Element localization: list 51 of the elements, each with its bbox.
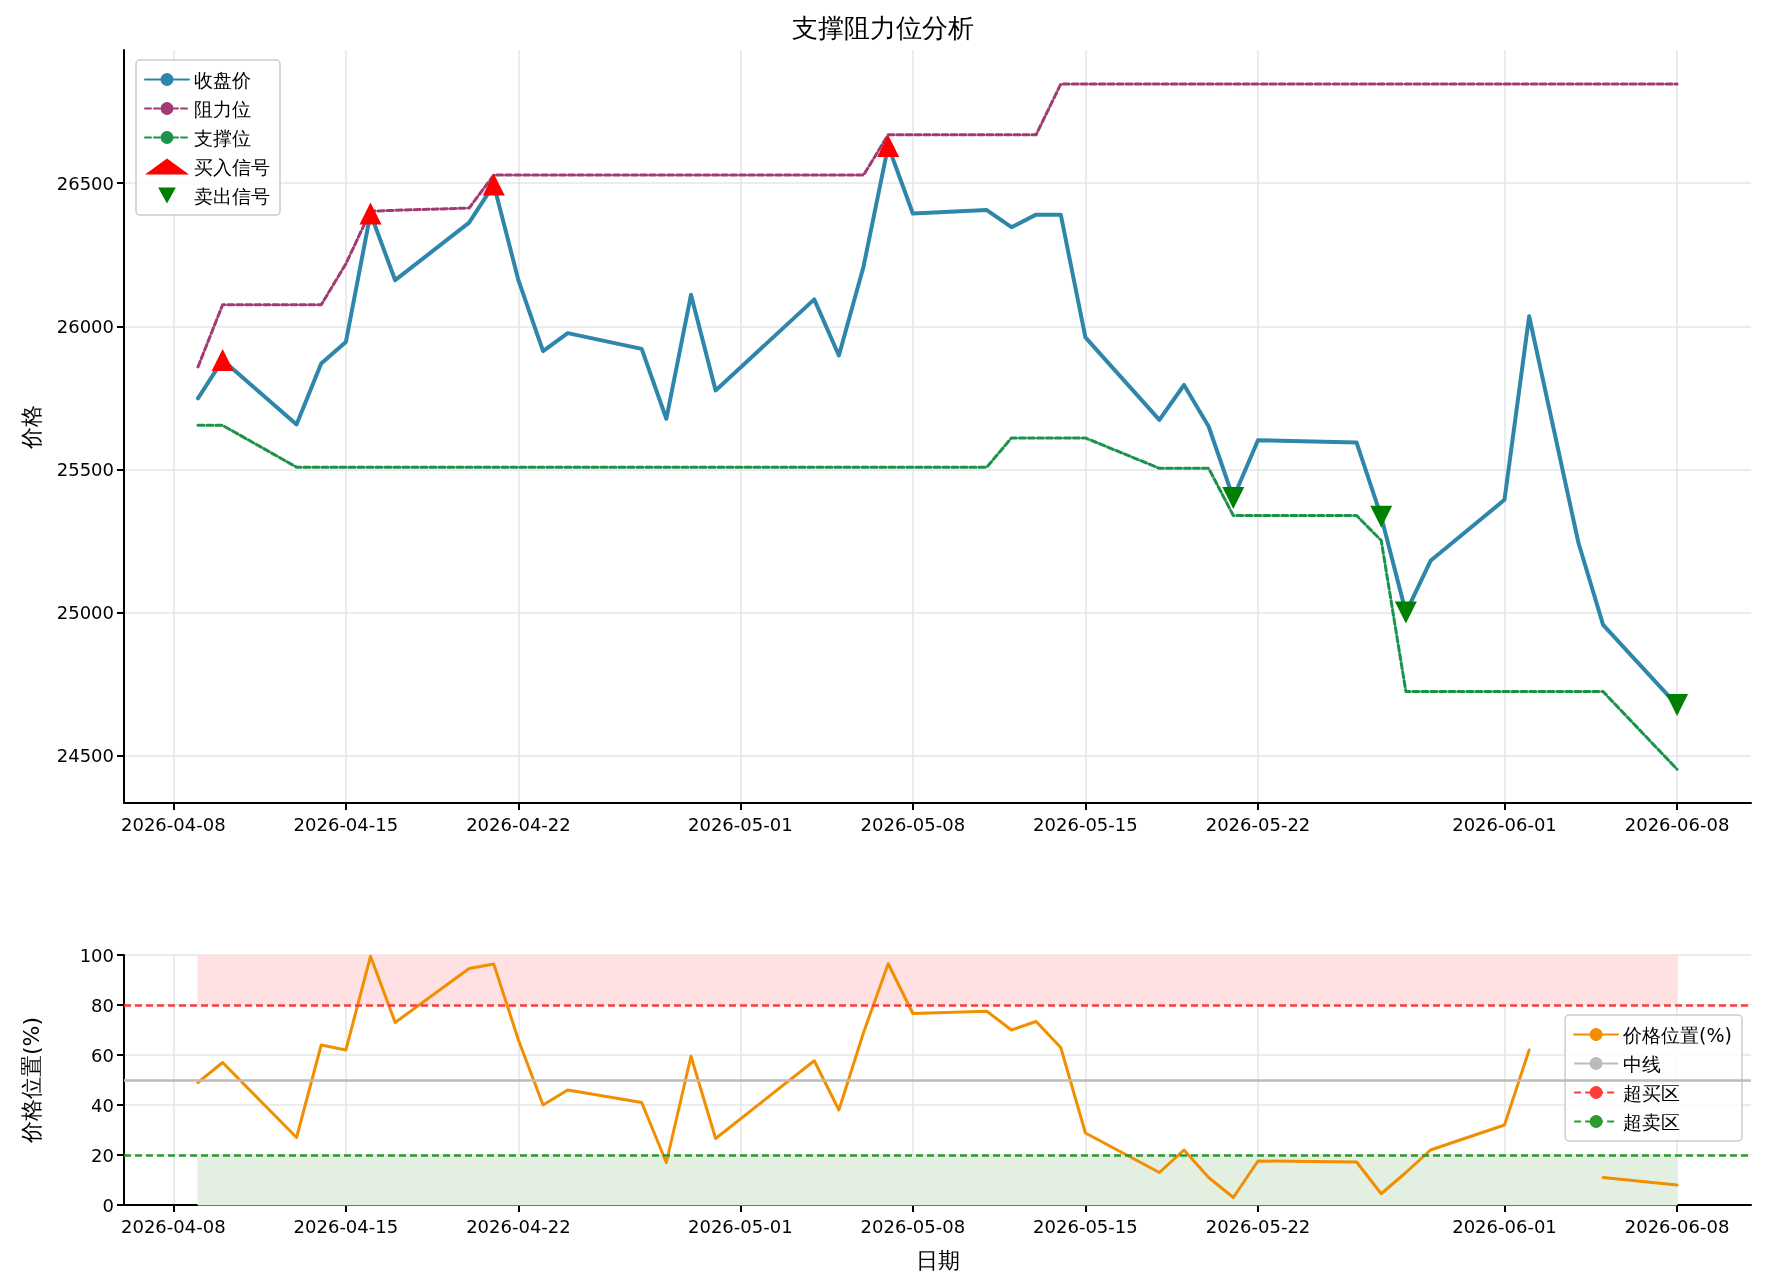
x-tick-label: 2026-06-01 <box>1452 813 1557 835</box>
y-tick-label: 60 <box>91 1044 114 1066</box>
x-tick-label: 2026-06-08 <box>1624 813 1730 835</box>
x-tick-label: 2026-04-15 <box>293 813 399 835</box>
point <box>359 202 382 225</box>
y-tick-label: 0 <box>102 1194 114 1216</box>
x-tick-label: 2026-05-15 <box>1033 1215 1138 1237</box>
legend-label: 价格位置(%) <box>1622 1023 1733 1046</box>
y-tick-label: 26000 <box>56 315 114 337</box>
y-tick-label: 25500 <box>56 458 114 480</box>
point <box>1394 601 1417 624</box>
point <box>1666 694 1689 717</box>
x-tick-label: 2026-04-15 <box>293 1215 399 1237</box>
legend-label: 收盘价 <box>194 68 251 91</box>
x-tick-label: 2026-04-08 <box>121 813 226 835</box>
legend-label: 超买区 <box>1623 1081 1681 1104</box>
x-tick-label: 2026-05-22 <box>1205 813 1311 835</box>
legend-label: 买入信号 <box>194 155 270 178</box>
legend-label: 超卖区 <box>1623 1110 1681 1133</box>
x-tick-label: 2026-04-08 <box>121 1215 226 1237</box>
y-tick-label: 24500 <box>56 745 114 767</box>
y-tick-label: 25000 <box>56 602 114 624</box>
legend-label: 中线 <box>1623 1052 1662 1075</box>
legend-label: 卖出信号 <box>194 184 270 207</box>
y-tick-label: 20 <box>91 1144 114 1166</box>
x-tick-label: 2026-05-08 <box>860 1215 966 1237</box>
x-tick-label: 2026-06-01 <box>1452 1215 1557 1237</box>
y-tick-label: 80 <box>91 994 114 1016</box>
x-tick-label: 2026-05-01 <box>687 1215 793 1237</box>
x-tick-label: 2026-04-22 <box>466 1215 571 1237</box>
point <box>482 173 505 196</box>
x-tick-label: 2026-05-08 <box>860 813 966 835</box>
y-tick-label: 100 <box>79 944 114 966</box>
x-tick-label: 2026-04-22 <box>466 813 571 835</box>
y-tick-label: 40 <box>91 1094 114 1116</box>
legend-label: 阻力位 <box>194 97 251 120</box>
x-axis-title: 日期 <box>915 1247 960 1273</box>
y-axis-title: 价格 <box>18 404 44 450</box>
x-tick-label: 2026-05-01 <box>687 813 793 835</box>
y-axis-title: 价格位置(%) <box>18 1016 44 1145</box>
chart-title: 支撑阻力位分析 <box>792 13 974 43</box>
y-tick-label: 26500 <box>56 172 114 194</box>
x-tick-label: 2026-05-22 <box>1205 1215 1311 1237</box>
point <box>1222 487 1245 510</box>
point <box>211 349 234 372</box>
x-tick-label: 2026-06-08 <box>1624 1215 1730 1237</box>
x-tick-label: 2026-05-15 <box>1033 813 1138 835</box>
point <box>1370 505 1393 528</box>
point <box>877 134 900 157</box>
legend-label: 支撑位 <box>194 126 251 149</box>
line-series <box>196 423 1679 771</box>
